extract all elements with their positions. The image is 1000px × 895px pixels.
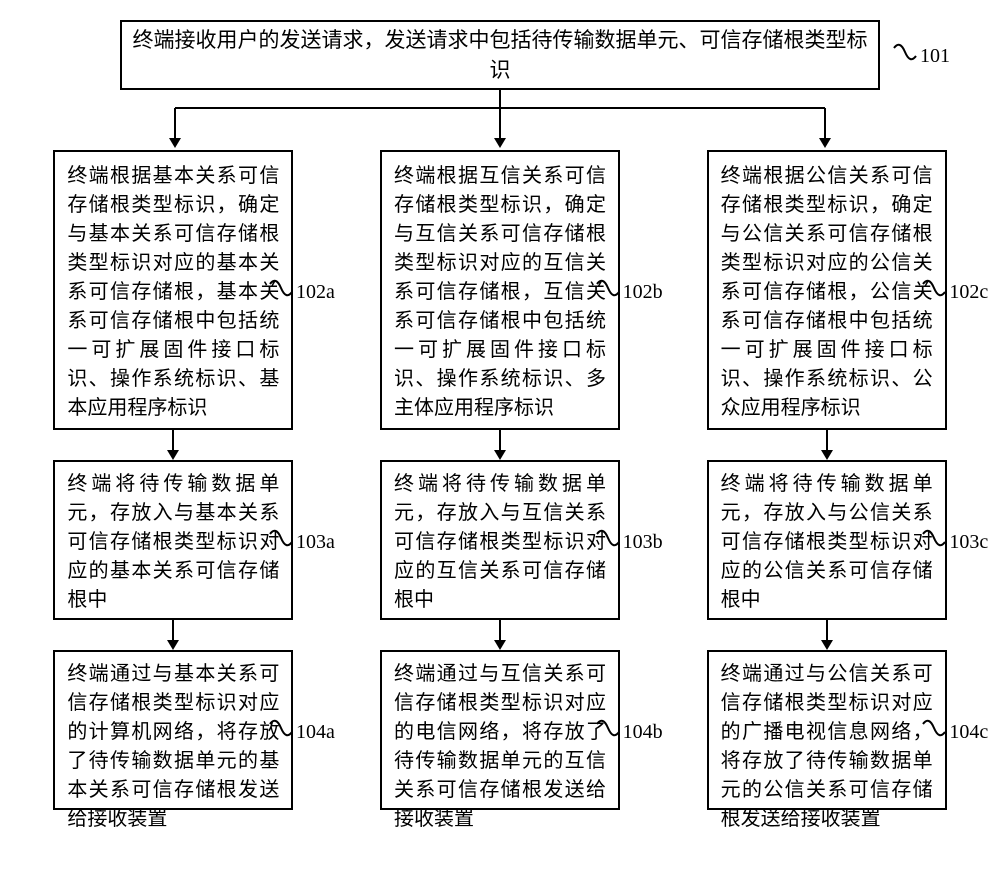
label-103a: 103a: [268, 528, 335, 556]
node-102c-text: 终端根据公信关系可信存储根类型标识，确定与公信关系可信存储根类型标识对应的公信关…: [721, 162, 933, 423]
squiggle-icon: [268, 278, 294, 306]
label-102b: 102b: [595, 278, 663, 306]
col-a-row-3: 终端通过与基本关系可信存储根类型标识对应的计算机网络，将存放了待传输数据单元的基…: [20, 650, 327, 810]
label-102a-text: 102a: [296, 281, 335, 304]
node-104a: 终端通过与基本关系可信存储根类型标识对应的计算机网络，将存放了待传输数据单元的基…: [53, 650, 293, 810]
label-103a-text: 103a: [296, 531, 335, 554]
node-102a-text: 终端根据基本关系可信存储根类型标识，确定与基本关系可信存储根类型标识对应的基本关…: [67, 162, 279, 423]
node-103b: 终端将待传输数据单元，存放入与互信关系可信存储根类型标识对应的互信关系可信存储根…: [380, 460, 620, 620]
node-104b: 终端通过与互信关系可信存储根类型标识对应的电信网络，将存放了待传输数据单元的互信…: [380, 650, 620, 810]
node-102b: 终端根据互信关系可信存储根类型标识，确定与互信关系可信存储根类型标识对应的互信关…: [380, 150, 620, 430]
label-101-text: 101: [920, 45, 950, 68]
node-102b-text: 终端根据互信关系可信存储根类型标识，确定与互信关系可信存储根类型标识对应的互信关…: [394, 162, 606, 423]
arrow-down-icon: [490, 430, 510, 460]
squiggle-icon: [921, 278, 947, 306]
arrow-down-icon: [817, 620, 837, 650]
arrow-down-icon: [163, 620, 183, 650]
squiggle-icon: [595, 528, 621, 556]
arrow-down-icon: [490, 620, 510, 650]
squiggle-icon: [268, 528, 294, 556]
label-104c: 104c: [921, 718, 988, 746]
label-103b: 103b: [595, 528, 663, 556]
node-103a-text: 终端将待传输数据单元，存放入与基本关系可信存储根类型标识对应的基本关系可信存储根…: [67, 470, 279, 615]
squiggle-icon: [921, 528, 947, 556]
node-104c-text: 终端通过与公信关系可信存储根类型标识对应的广播电视信息网络，将存放了待传输数据单…: [721, 660, 933, 834]
flowchart-root: 终端接收用户的发送请求，发送请求中包括待传输数据单元、可信存储根类型标识 101…: [20, 20, 980, 810]
node-104c: 终端通过与公信关系可信存储根类型标识对应的广播电视信息网络，将存放了待传输数据单…: [707, 650, 947, 810]
col-a-row-1: 终端根据基本关系可信存储根类型标识，确定与基本关系可信存储根类型标识对应的基本关…: [20, 150, 327, 430]
node-103b-text: 终端将待传输数据单元，存放入与互信关系可信存储根类型标识对应的互信关系可信存储根…: [394, 470, 606, 615]
col-b-row-2: 终端将待传输数据单元，存放入与互信关系可信存储根类型标识对应的互信关系可信存储根…: [347, 460, 654, 620]
col-b-row-3: 终端通过与互信关系可信存储根类型标识对应的电信网络，将存放了待传输数据单元的互信…: [347, 650, 654, 810]
col-c-row-1: 终端根据公信关系可信存储根类型标识，确定与公信关系可信存储根类型标识对应的公信关…: [673, 150, 980, 430]
label-103c: 103c: [921, 528, 988, 556]
columns-row-2: 终端将待传输数据单元，存放入与基本关系可信存储根类型标识对应的基本关系可信存储根…: [20, 460, 980, 620]
squiggle-icon: [595, 278, 621, 306]
arrows-row-2: [20, 620, 980, 650]
label-104a: 104a: [268, 718, 335, 746]
label-103b-text: 103b: [623, 531, 663, 554]
col-c-row-3: 终端通过与公信关系可信存储根类型标识对应的广播电视信息网络，将存放了待传输数据单…: [673, 650, 980, 810]
squiggle-icon: [921, 718, 947, 746]
squiggle-icon: [268, 718, 294, 746]
node-102a: 终端根据基本关系可信存储根类型标识，确定与基本关系可信存储根类型标识对应的基本关…: [53, 150, 293, 430]
branch-connector: [20, 90, 980, 150]
col-c-row-2: 终端将待传输数据单元，存放入与公信关系可信存储根类型标识对应的公信关系可信存储根…: [673, 460, 980, 620]
arrow-down-icon: [817, 430, 837, 460]
arrow-down-icon: [163, 430, 183, 460]
node-103a: 终端将待传输数据单元，存放入与基本关系可信存储根类型标识对应的基本关系可信存储根…: [53, 460, 293, 620]
node-104a-text: 终端通过与基本关系可信存储根类型标识对应的计算机网络，将存放了待传输数据单元的基…: [67, 660, 279, 834]
node-102c: 终端根据公信关系可信存储根类型标识，确定与公信关系可信存储根类型标识对应的公信关…: [707, 150, 947, 430]
label-103c-text: 103c: [949, 531, 988, 554]
label-102c: 102c: [921, 278, 988, 306]
col-b-row-1: 终端根据互信关系可信存储根类型标识，确定与互信关系可信存储根类型标识对应的互信关…: [347, 150, 654, 430]
squiggle-icon: [892, 42, 918, 70]
columns-row-3: 终端通过与基本关系可信存储根类型标识对应的计算机网络，将存放了待传输数据单元的基…: [20, 650, 980, 810]
node-103c-text: 终端将待传输数据单元，存放入与公信关系可信存储根类型标识对应的公信关系可信存储根…: [721, 470, 933, 615]
label-104b: 104b: [595, 718, 663, 746]
columns-row-1: 终端根据基本关系可信存储根类型标识，确定与基本关系可信存储根类型标识对应的基本关…: [20, 150, 980, 430]
node-101: 终端接收用户的发送请求，发送请求中包括待传输数据单元、可信存储根类型标识: [120, 20, 880, 90]
label-104b-text: 104b: [623, 721, 663, 744]
label-101: 101: [892, 42, 950, 70]
label-102a: 102a: [268, 278, 335, 306]
squiggle-icon: [595, 718, 621, 746]
arrows-row-1: [20, 430, 980, 460]
node-103c: 终端将待传输数据单元，存放入与公信关系可信存储根类型标识对应的公信关系可信存储根…: [707, 460, 947, 620]
label-104a-text: 104a: [296, 721, 335, 744]
label-102c-text: 102c: [949, 281, 988, 304]
col-a-row-2: 终端将待传输数据单元，存放入与基本关系可信存储根类型标识对应的基本关系可信存储根…: [20, 460, 327, 620]
label-104c-text: 104c: [949, 721, 988, 744]
node-104b-text: 终端通过与互信关系可信存储根类型标识对应的电信网络，将存放了待传输数据单元的互信…: [394, 660, 606, 834]
label-102b-text: 102b: [623, 281, 663, 304]
node-101-text: 终端接收用户的发送请求，发送请求中包括待传输数据单元、可信存储根类型标识: [132, 25, 868, 86]
